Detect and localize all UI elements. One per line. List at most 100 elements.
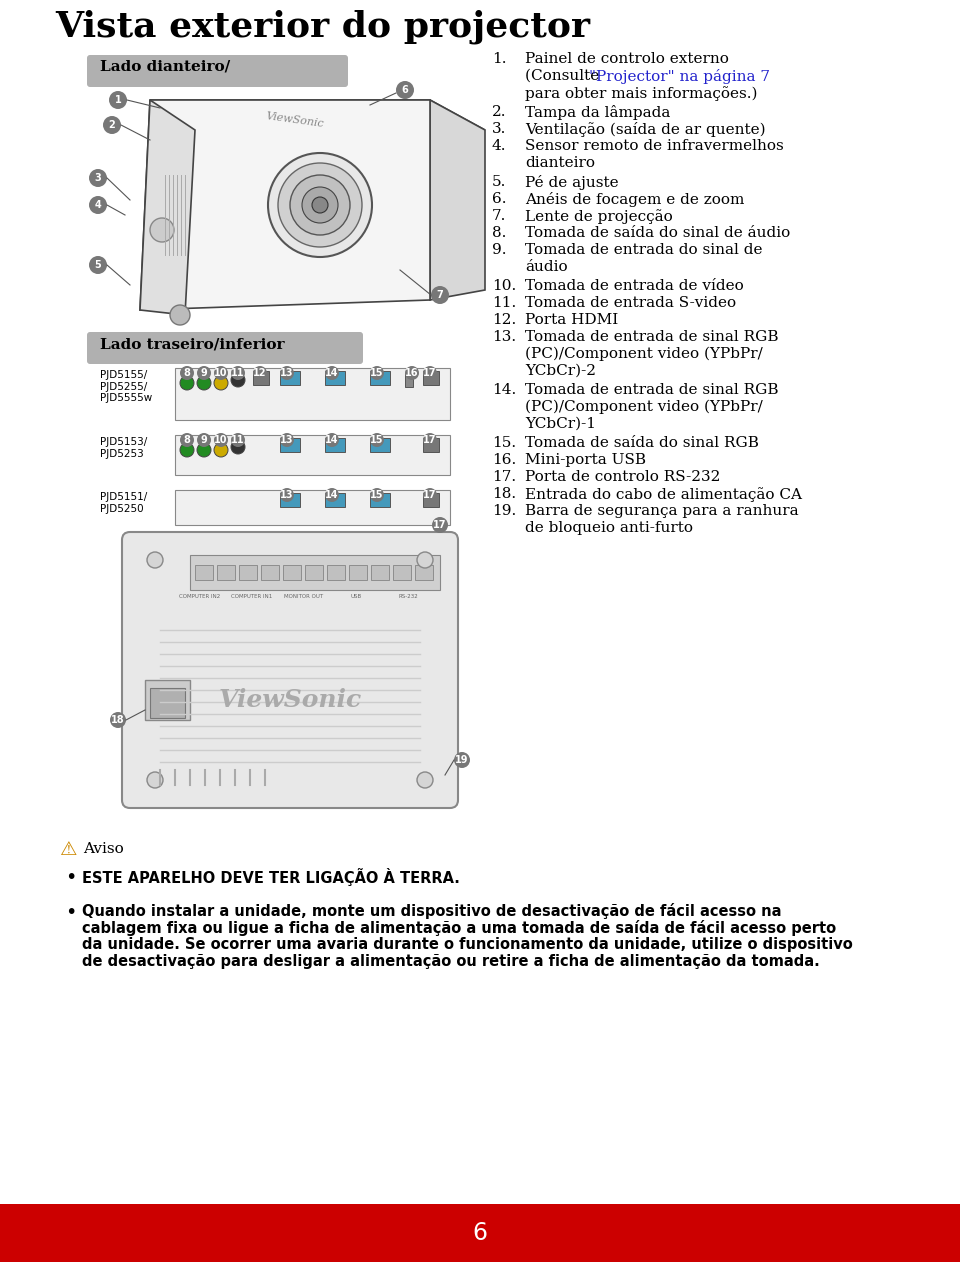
Bar — [280, 371, 300, 385]
Text: 3.: 3. — [492, 122, 506, 136]
Text: YCbCr)-2: YCbCr)-2 — [525, 363, 596, 379]
Circle shape — [89, 196, 107, 215]
Circle shape — [312, 197, 328, 213]
Text: cablagem fixa ou ligue a ficha de alimentação a uma tomada de saída de fácil ace: cablagem fixa ou ligue a ficha de alimen… — [82, 920, 836, 936]
Text: 9.: 9. — [492, 244, 507, 257]
Circle shape — [231, 374, 245, 387]
Text: •: • — [65, 904, 77, 923]
Circle shape — [150, 218, 174, 242]
Bar — [305, 565, 323, 581]
Text: 3: 3 — [95, 173, 102, 183]
Text: 4.: 4. — [492, 139, 507, 153]
Text: Mini-porta USB: Mini-porta USB — [525, 453, 646, 467]
Text: 13.: 13. — [492, 329, 516, 345]
Text: 8.: 8. — [492, 226, 506, 240]
Text: 14.: 14. — [492, 382, 516, 398]
Text: 12: 12 — [253, 369, 267, 379]
Bar — [217, 565, 235, 581]
Circle shape — [278, 163, 362, 247]
Text: 15: 15 — [371, 490, 384, 500]
Bar — [415, 565, 433, 581]
Text: 10: 10 — [214, 369, 228, 379]
Text: 17: 17 — [423, 369, 437, 379]
Text: 5: 5 — [95, 260, 102, 270]
Circle shape — [180, 376, 194, 390]
Text: 8: 8 — [183, 369, 190, 379]
Text: 13: 13 — [280, 435, 294, 445]
Text: 6: 6 — [472, 1222, 488, 1246]
Text: 9: 9 — [201, 369, 207, 379]
Text: 8: 8 — [183, 435, 190, 445]
Text: de desactivação para desligar a alimentação ou retire a ficha de alimentação da : de desactivação para desligar a alimenta… — [82, 954, 820, 969]
Text: 17: 17 — [423, 435, 437, 445]
Text: PJD5155/
PJD5255/
PJD5555w: PJD5155/ PJD5255/ PJD5555w — [100, 370, 153, 403]
Circle shape — [180, 366, 194, 380]
Circle shape — [370, 366, 384, 380]
Bar — [370, 371, 390, 385]
Bar — [370, 438, 390, 452]
Text: Porta HDMI: Porta HDMI — [525, 313, 618, 327]
Circle shape — [197, 376, 211, 390]
Text: Tomada de entrada de sinal RGB: Tomada de entrada de sinal RGB — [525, 382, 779, 398]
Circle shape — [417, 772, 433, 787]
Text: 15: 15 — [371, 435, 384, 445]
Circle shape — [109, 91, 127, 109]
Circle shape — [423, 488, 437, 502]
Text: Lente de projecção: Lente de projecção — [525, 209, 673, 223]
Text: 2: 2 — [108, 120, 115, 130]
Text: Entrada do cabo de alimentação CA: Entrada do cabo de alimentação CA — [525, 487, 802, 502]
Text: 6: 6 — [401, 85, 408, 95]
Text: ESTE APARELHO DEVE TER LIGAÇÃO À TERRA.: ESTE APARELHO DEVE TER LIGAÇÃO À TERRA. — [82, 868, 460, 886]
Text: 15.: 15. — [492, 435, 516, 451]
Text: COMPUTER IN2: COMPUTER IN2 — [180, 594, 221, 599]
Bar — [423, 493, 439, 507]
Circle shape — [214, 433, 228, 447]
Circle shape — [214, 443, 228, 457]
Bar — [175, 435, 450, 475]
Polygon shape — [140, 100, 195, 316]
Text: 19: 19 — [455, 755, 468, 765]
Text: "Projector" na página 7: "Projector" na página 7 — [589, 69, 770, 85]
Bar — [145, 680, 190, 721]
Text: (Consulte: (Consulte — [525, 69, 604, 83]
Text: COMPUTER IN1: COMPUTER IN1 — [231, 594, 273, 599]
Text: 14: 14 — [325, 435, 339, 445]
Text: 1.: 1. — [492, 52, 507, 66]
Circle shape — [147, 772, 163, 787]
Bar — [195, 565, 213, 581]
Text: 11: 11 — [231, 369, 245, 379]
Circle shape — [325, 366, 339, 380]
Bar — [0, 1204, 960, 1262]
Circle shape — [214, 366, 228, 380]
Text: 13: 13 — [280, 490, 294, 500]
Circle shape — [370, 488, 384, 502]
Text: dianteiro: dianteiro — [525, 156, 595, 170]
Circle shape — [280, 366, 294, 380]
Text: 1: 1 — [114, 95, 121, 105]
Bar — [325, 493, 345, 507]
Bar — [423, 371, 439, 385]
Circle shape — [231, 433, 245, 447]
Circle shape — [325, 433, 339, 447]
Bar — [190, 555, 440, 591]
Bar — [370, 493, 390, 507]
Text: •: • — [65, 868, 77, 887]
Text: Tomada de entrada do sinal de: Tomada de entrada do sinal de — [525, 244, 762, 257]
Text: da unidade. Se ocorrer uma avaria durante o funcionamento da unidade, utilize o : da unidade. Se ocorrer uma avaria durant… — [82, 936, 852, 952]
Text: 19.: 19. — [492, 504, 516, 517]
Circle shape — [180, 433, 194, 447]
Text: Ventilação (saída de ar quente): Ventilação (saída de ar quente) — [525, 122, 766, 138]
Text: Vista exterior do projector: Vista exterior do projector — [55, 10, 590, 44]
Bar — [349, 565, 367, 581]
Text: Tampa da lâmpada: Tampa da lâmpada — [525, 105, 670, 120]
Text: 16.: 16. — [492, 453, 516, 467]
Circle shape — [147, 551, 163, 568]
Circle shape — [110, 712, 126, 728]
Text: Anéis de focagem e de zoom: Anéis de focagem e de zoom — [525, 192, 744, 207]
Text: PJD5153/
PJD5253: PJD5153/ PJD5253 — [100, 437, 147, 458]
Text: para obter mais informações.): para obter mais informações.) — [525, 86, 757, 101]
Circle shape — [89, 169, 107, 187]
Text: 18: 18 — [111, 716, 125, 724]
Circle shape — [431, 286, 449, 304]
Text: 2.: 2. — [492, 105, 507, 119]
